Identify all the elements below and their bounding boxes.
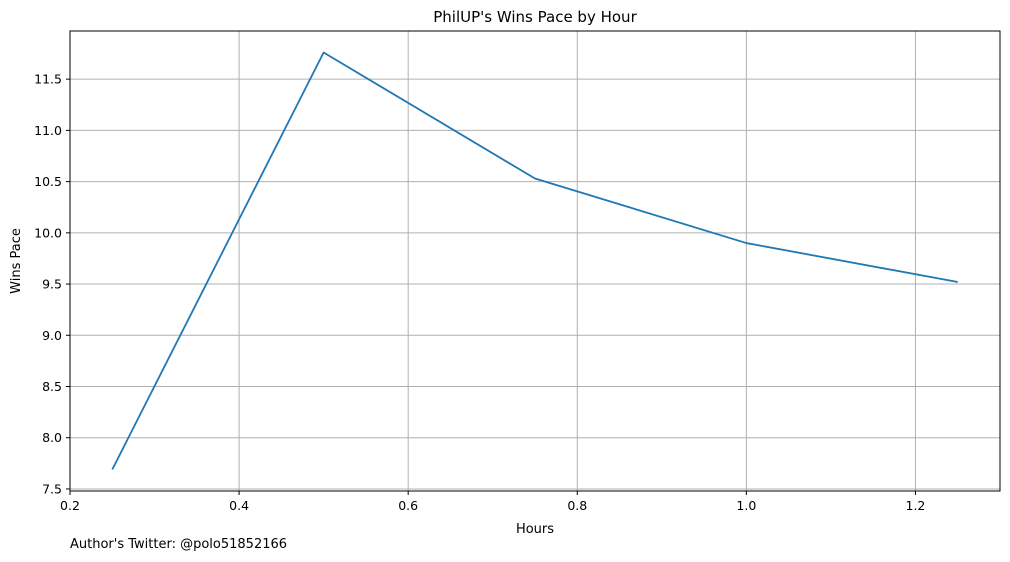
x-tick-label: 0.4	[229, 498, 249, 513]
plot-frame	[69, 30, 1001, 492]
series-line	[111, 51, 958, 470]
y-tick-label: 11.5	[34, 72, 62, 87]
y-tick-label: 10.5	[34, 174, 62, 189]
series-layer	[111, 51, 958, 470]
grid	[69, 31, 1000, 491]
author-credit: Author's Twitter: @polo51852166	[70, 537, 288, 552]
y-tick-label: 7.5	[42, 481, 62, 496]
y-tick-label: 10.0	[34, 225, 62, 240]
y-tick-label: 8.5	[42, 379, 62, 394]
y-tick-label: 9.5	[42, 277, 62, 292]
x-tick-label: 0.8	[567, 498, 587, 513]
x-axis: 0.2 0.4 0.6 0.8 1.0 1.2	[60, 491, 925, 513]
y-axis: 7.5 8.0 8.5 9.0 9.5 10.0 10.5 11.0 11.5	[34, 72, 70, 496]
y-axis-label: Wins Pace	[9, 228, 24, 294]
x-tick-label: 1.2	[906, 498, 926, 513]
y-tick-label: 9.0	[42, 328, 62, 343]
x-tick-label: 1.0	[736, 498, 756, 513]
y-tick-label: 8.0	[42, 430, 62, 445]
x-tick-label: 0.2	[60, 498, 80, 513]
x-axis-label: Hours	[516, 522, 554, 537]
chart-title: PhilUP's Wins Pace by Hour	[433, 8, 637, 26]
x-tick-label: 0.6	[398, 498, 418, 513]
y-tick-label: 11.0	[34, 123, 62, 138]
